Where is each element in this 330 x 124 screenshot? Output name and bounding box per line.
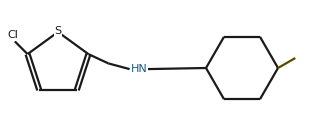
Text: HN: HN — [131, 64, 148, 74]
Text: S: S — [54, 27, 62, 36]
Text: Cl: Cl — [7, 30, 18, 40]
